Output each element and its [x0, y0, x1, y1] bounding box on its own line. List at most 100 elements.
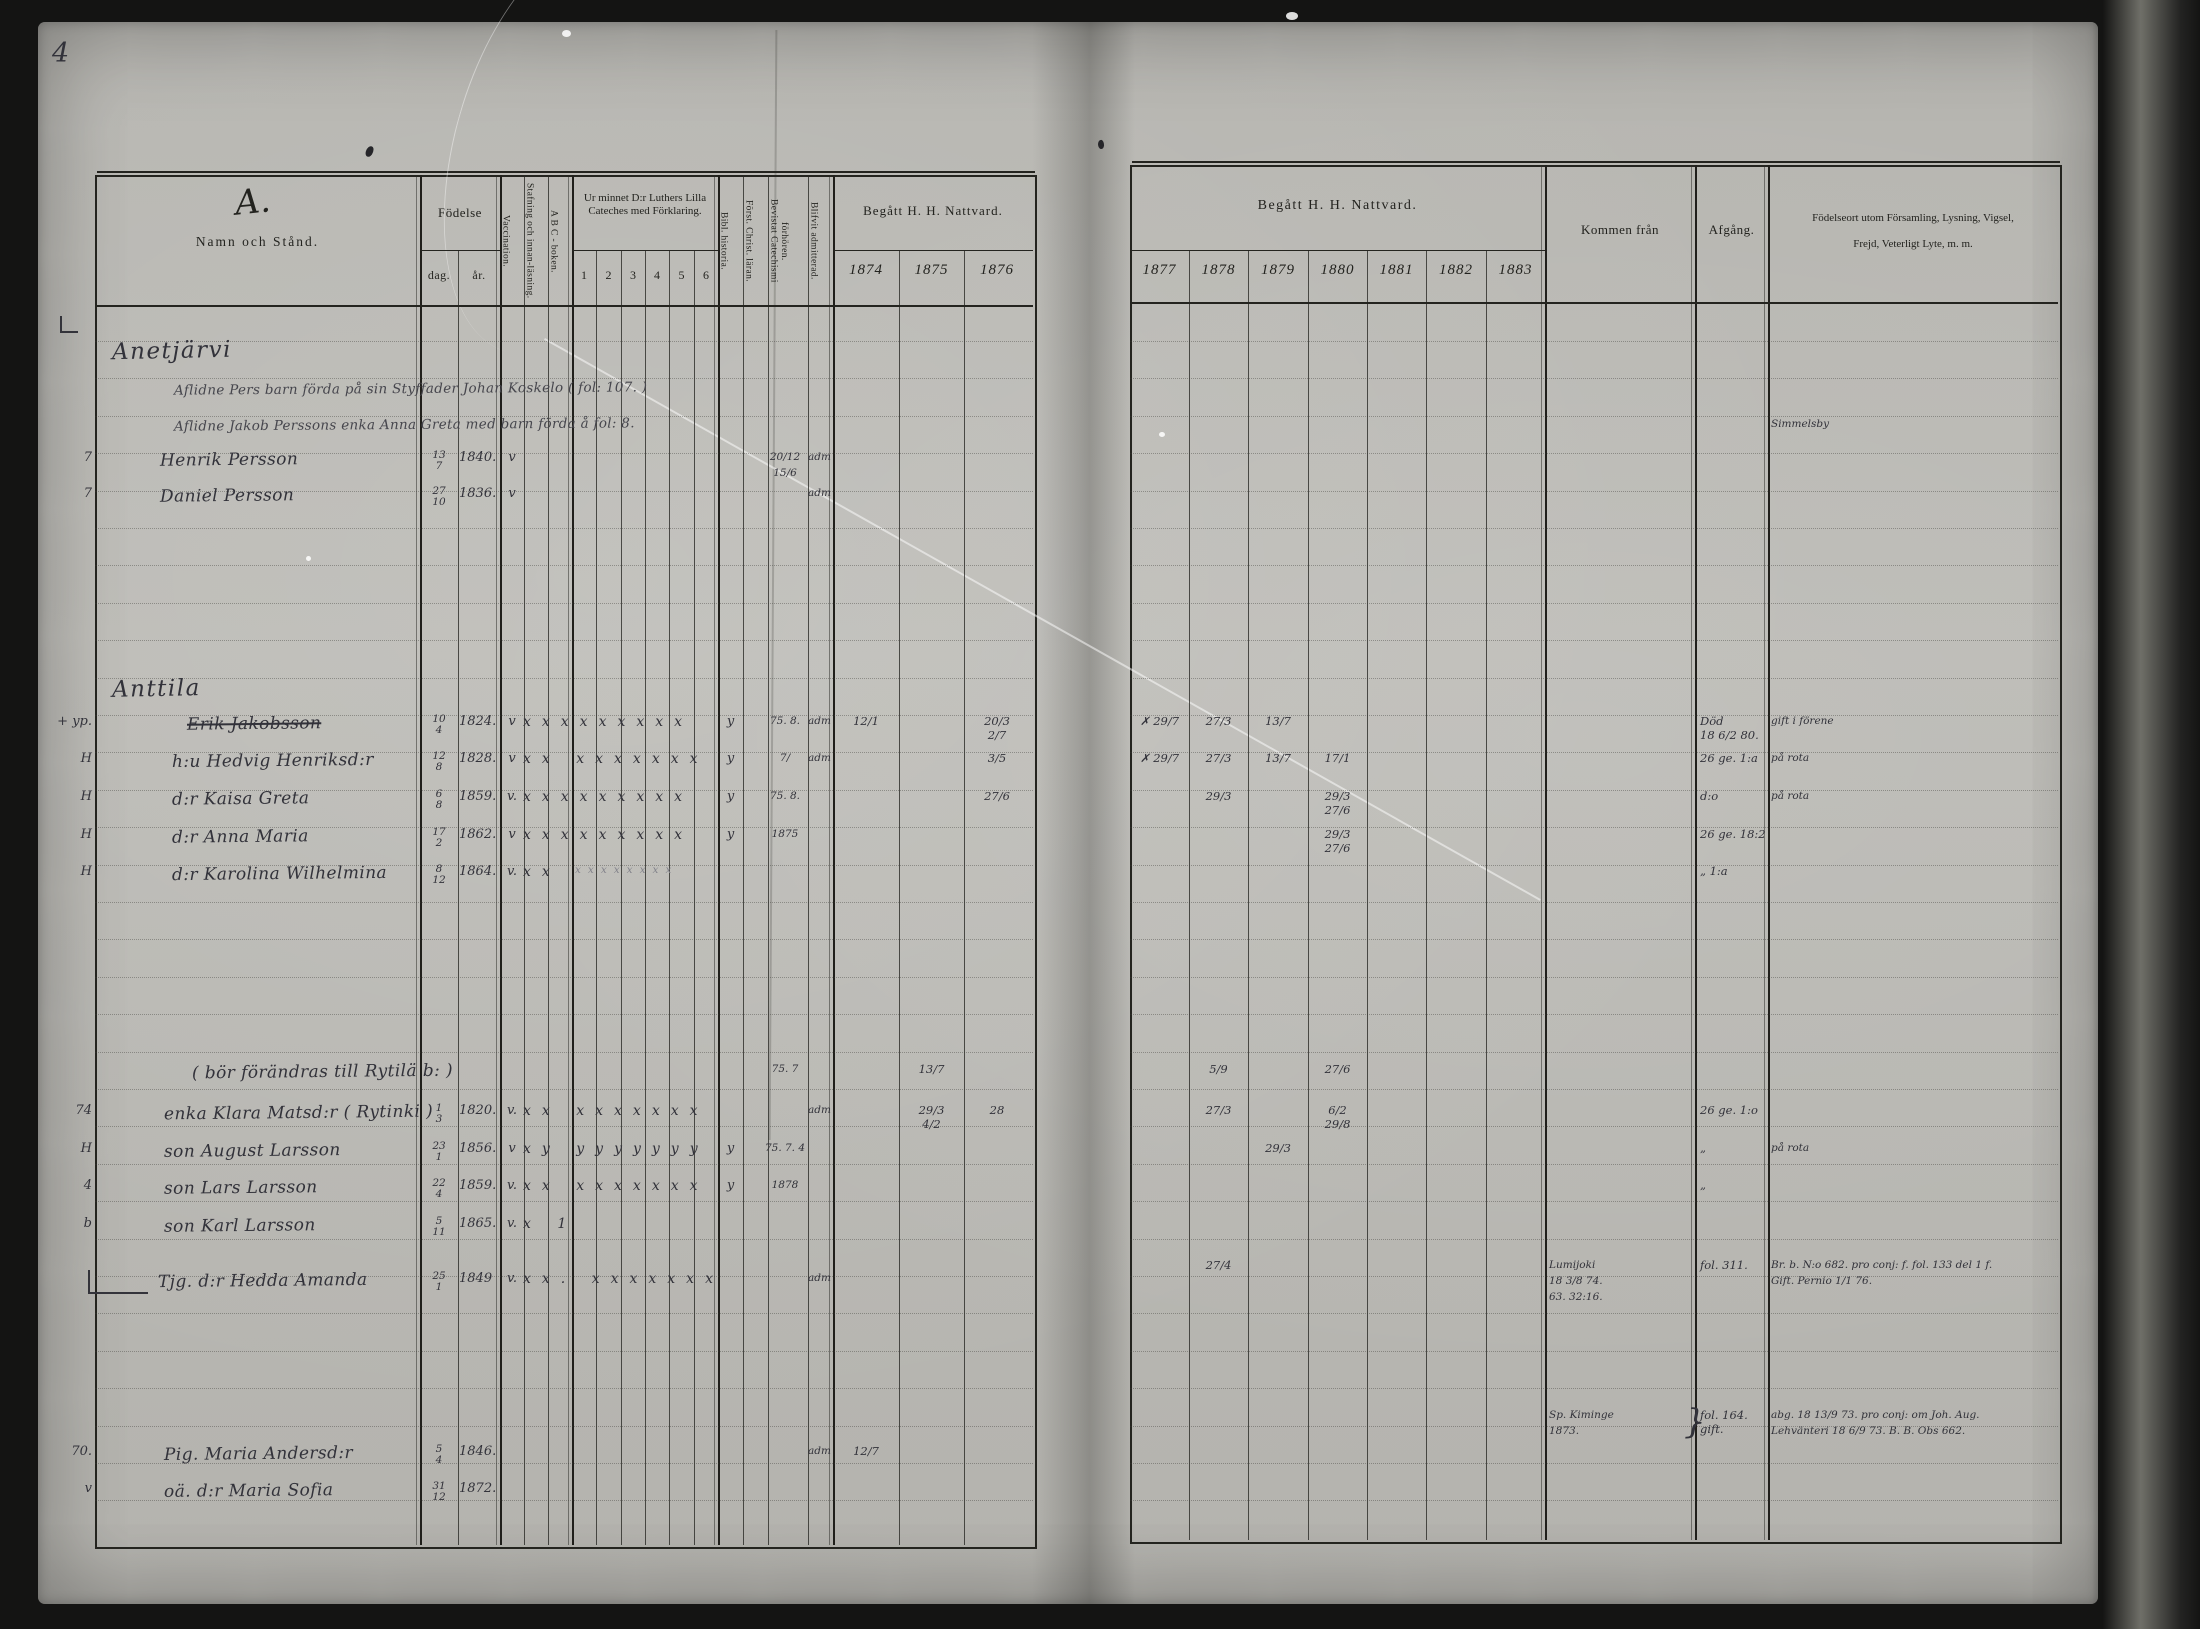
remarks-note: på rota	[1771, 790, 1810, 802]
reading-marks: xx xxxxxxx	[523, 1103, 709, 1119]
ruled-line	[95, 565, 1033, 567]
ruled-line	[95, 864, 1033, 866]
ruled-line	[1130, 1163, 2058, 1165]
grid-line	[964, 250, 965, 1545]
grid-line	[1367, 250, 1368, 1540]
grid-line	[808, 175, 809, 1545]
forhor-mark: 1875	[771, 828, 799, 840]
scan-speck	[1159, 432, 1165, 437]
ruled-line	[95, 1276, 1033, 1277]
admitterad-mark: adm	[808, 451, 831, 463]
year-label: 1879	[1261, 262, 1295, 278]
ar-header: år.	[472, 268, 486, 282]
ruled-line	[1130, 976, 2058, 978]
scan-speck	[1286, 12, 1298, 20]
nattvard-1878: 27/3	[1205, 751, 1232, 765]
ruled-line	[1130, 1313, 2058, 1315]
grid-line	[548, 175, 549, 1545]
book-gutter	[1032, 22, 1135, 1604]
nattvard-1879: 13/7	[1265, 714, 1291, 728]
margin-mark: + yp.	[57, 714, 92, 729]
double-rule	[1132, 161, 2060, 163]
ruled-line	[95, 378, 1033, 380]
reading-marks: xxxxxxxxx	[523, 827, 694, 843]
reading-marks: xx. xxxxxxx	[523, 1271, 724, 1287]
ruled-line	[95, 1051, 1033, 1053]
person-name: Henrik Persson	[159, 449, 299, 471]
vaccination-mark: v	[508, 714, 516, 729]
nattvard-1874: 12/7	[853, 1444, 879, 1458]
vaccination-mark: v.	[507, 864, 517, 879]
nattvard-1876: 27/6	[984, 789, 1010, 803]
bibl-mark: y	[726, 751, 735, 766]
remarks-note: gift i förene	[1771, 715, 1834, 727]
birth-year: 1862.	[459, 827, 497, 842]
margin-mark: 7	[83, 450, 92, 465]
ruled-line	[1130, 677, 2058, 679]
person-name: Pig. Maria Andersd:r	[163, 1443, 354, 1465]
nattvard-1874: 12/1	[853, 714, 879, 728]
birth-day: 17 2	[432, 826, 446, 850]
cateches-grade-number: 2	[605, 268, 612, 282]
grid-line	[833, 250, 1033, 251]
forhor-mark: 20/12 15/6	[769, 451, 801, 479]
ruled-line	[1130, 1425, 2058, 1427]
remarks-note: abg. 18 13/9 73. pro conj: om Joh. Aug. …	[1771, 1409, 1980, 1437]
vaccination-mark: v	[508, 486, 516, 501]
fodelseort-header-line2: Frejd, Veterligt Lyte, m. m.	[1853, 238, 1973, 250]
grid-line	[621, 250, 622, 1545]
page-number: 4	[52, 38, 70, 69]
grid-line	[833, 175, 835, 1545]
nattvard-1880: 6/2 29/8	[1324, 1103, 1351, 1132]
ruled-line	[1130, 1350, 2058, 1352]
birth-year: 1828.	[459, 751, 497, 766]
forhor-mark: 1878	[771, 1179, 799, 1191]
grid-line	[416, 175, 417, 1545]
margin-mark: 4	[83, 1178, 92, 1193]
grid-line	[572, 250, 718, 251]
birth-day: 31 12	[432, 1480, 446, 1504]
vaccination-mark: v.	[507, 1271, 517, 1286]
namn-och-stand-header: Namn och Stånd.	[195, 234, 320, 249]
double-rule	[97, 171, 1035, 173]
grid-line	[1691, 165, 1692, 1540]
blifvit-admitterad-header: Blifvit admitterad.	[808, 202, 819, 280]
ruled-line	[1130, 752, 2058, 754]
ruled-line	[95, 1238, 1033, 1240]
reading-marks: xy yyyyyyy	[523, 1141, 709, 1157]
grid-line	[669, 250, 670, 1545]
vaccination-mark: v.	[507, 1216, 517, 1231]
afgang-note: „	[1700, 1141, 1706, 1155]
ruled-line	[1130, 1238, 2058, 1240]
birth-day: 25 1	[432, 1270, 446, 1294]
grid-line	[524, 175, 525, 1545]
ruled-line	[1130, 827, 2058, 829]
margin-mark: 74	[75, 1103, 92, 1118]
vaccination-header: Vaccination.	[500, 214, 511, 268]
margin-mark: H	[80, 864, 92, 879]
afgang-note: fol. 311.	[1700, 1258, 1748, 1272]
ruled-line	[95, 453, 1033, 455]
bibl-mark: y	[726, 827, 735, 842]
section-name: Anttila	[111, 675, 202, 703]
reading-marks: xxxxxxxxx	[523, 714, 694, 730]
nattvard-1879: 13/7	[1265, 751, 1291, 765]
afgang-note: d:o	[1700, 789, 1719, 803]
forhor-mark: 75. 7	[771, 1063, 799, 1075]
birth-day: 23 1	[432, 1140, 446, 1164]
ruled-line	[1130, 902, 2058, 903]
reading-marks: xxxxxxxxx	[523, 789, 694, 805]
birth-year: 1820.	[459, 1103, 497, 1118]
birth-day: 12 8	[432, 750, 446, 774]
vaccination-mark: v.	[507, 1103, 517, 1118]
person-name: son Lars Larsson	[163, 1177, 318, 1199]
grid-line	[458, 250, 459, 1545]
grid-line	[596, 250, 597, 1545]
margin-bracket	[88, 1270, 148, 1294]
kommen-fran-note: Sp. Kiminge 1873.	[1549, 1409, 1614, 1437]
nattvard-1880: 29/3 27/6	[1324, 789, 1351, 818]
ruled-line	[1130, 1388, 2058, 1390]
brace-mark: }	[1684, 1402, 1706, 1442]
